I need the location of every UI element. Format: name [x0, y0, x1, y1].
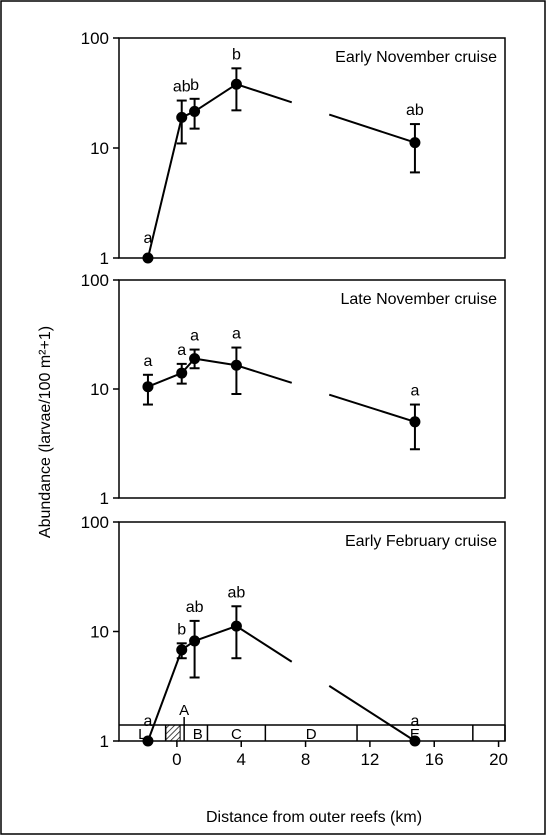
- data-point: [230, 620, 242, 632]
- y-tick-label: 10: [90, 623, 109, 642]
- y-tick-label: 100: [81, 513, 109, 532]
- data-point: [142, 735, 154, 747]
- y-tick-label: 10: [90, 380, 109, 399]
- data-point: [189, 105, 201, 117]
- y-tick-label: 1: [100, 732, 109, 751]
- data-point: [189, 353, 201, 365]
- zone-label: L: [138, 726, 146, 743]
- x-tick-label: 20: [489, 750, 508, 769]
- zone-label: B: [193, 726, 203, 743]
- series-line: [147, 625, 416, 742]
- data-point: [230, 78, 242, 90]
- significance-label: a: [143, 713, 152, 730]
- significance-label: b: [190, 77, 199, 94]
- series-line: [147, 357, 416, 423]
- y-axis-label: Abundance (larvae/100 m²+1): [37, 326, 54, 538]
- x-axis-label: Distance from outer reefs (km): [206, 809, 422, 826]
- y-tick-label: 100: [81, 271, 109, 290]
- significance-label: a: [232, 326, 241, 343]
- zone-label: C: [231, 726, 242, 743]
- significance-label: b: [232, 46, 241, 63]
- data-point: [176, 644, 188, 656]
- significance-label: b: [177, 621, 186, 638]
- y-tick-label: 10: [90, 139, 109, 158]
- zone-a-label: A: [179, 702, 189, 719]
- significance-label: ab: [186, 599, 204, 616]
- x-tick-label: 16: [425, 750, 444, 769]
- reef-hatch: [165, 724, 181, 742]
- x-tick-label: 12: [360, 750, 379, 769]
- significance-label: ab: [173, 79, 191, 96]
- significance-label: a: [410, 383, 419, 400]
- data-point: [189, 635, 201, 647]
- data-point: [176, 367, 188, 379]
- data-point: [409, 416, 421, 428]
- panel-title: Early February cruise: [345, 533, 497, 550]
- significance-label: a: [410, 713, 419, 730]
- y-tick-label: 1: [100, 249, 109, 268]
- data-point: [409, 735, 421, 747]
- significance-label: a: [177, 342, 186, 359]
- data-point: [176, 111, 188, 123]
- panel-title: Early November cruise: [335, 49, 497, 66]
- y-tick-label: 1: [100, 489, 109, 508]
- data-point: [142, 252, 154, 264]
- significance-label: a: [143, 230, 152, 247]
- panel-title: Late November cruise: [340, 291, 497, 308]
- x-tick-label: 0: [172, 750, 181, 769]
- data-point: [142, 381, 154, 393]
- y-tick-label: 100: [81, 29, 109, 48]
- x-tick-label: 8: [301, 750, 310, 769]
- x-tick-label: 4: [236, 750, 245, 769]
- data-point: [409, 137, 421, 149]
- series-line: [146, 83, 416, 259]
- data-point: [230, 359, 242, 371]
- significance-label: a: [143, 353, 152, 370]
- significance-label: a: [190, 328, 199, 345]
- significance-label: ab: [406, 102, 424, 119]
- zone-label: E: [410, 726, 420, 743]
- significance-label: ab: [228, 584, 246, 601]
- zone-label: D: [306, 726, 317, 743]
